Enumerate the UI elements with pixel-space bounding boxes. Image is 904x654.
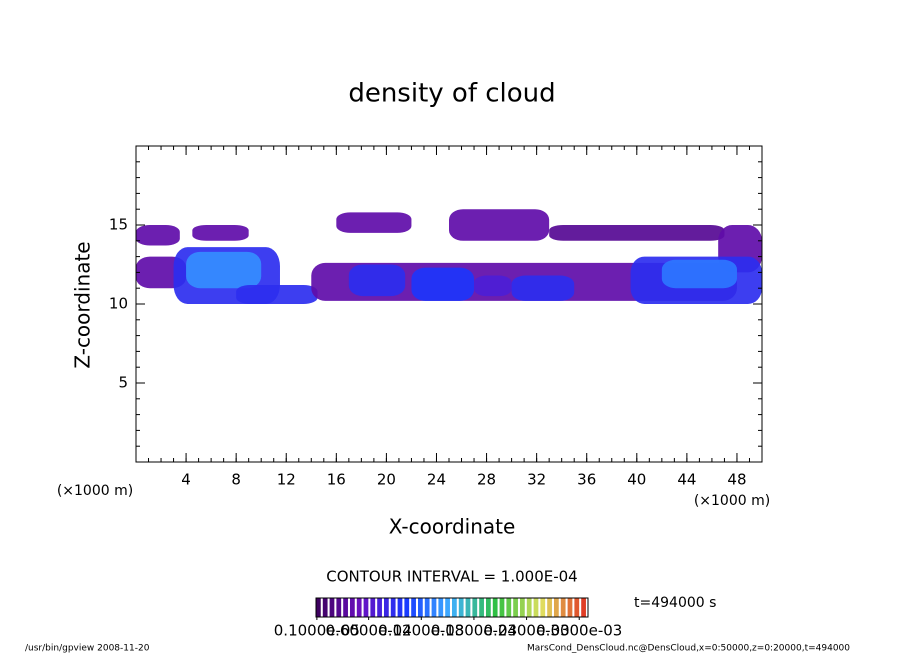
colorbar-stripe xyxy=(526,598,532,617)
colorbar-stripe xyxy=(520,598,525,617)
colorbar-stripe xyxy=(492,598,498,617)
colorbar-stripe xyxy=(418,598,423,617)
cloud-patch xyxy=(411,267,475,301)
x-axis-label: X-coordinate xyxy=(389,515,516,539)
colorbar-stripe xyxy=(336,598,342,617)
colorbar-stripe xyxy=(316,598,321,617)
contour-interval: CONTOUR INTERVAL = 1.000E-04 xyxy=(326,568,577,586)
colorbar-frame xyxy=(315,597,589,618)
colorbar-tick-label: 0.2400e-03 xyxy=(483,622,569,640)
colorbar-stripe xyxy=(370,598,376,617)
colorbar-tick-label: 0.6000e-04 xyxy=(326,622,412,640)
cloud-patch xyxy=(192,225,249,241)
y-axis-label: Z-coordinate xyxy=(71,241,95,368)
colorbar-tick-label: 0.3000e-03 xyxy=(536,622,622,640)
x-tick-label: 24 xyxy=(427,471,446,489)
chart-title: density of cloud xyxy=(348,79,555,109)
cloud-patch xyxy=(236,285,318,304)
x-tick-label: 44 xyxy=(677,471,696,489)
colorbar-stripe xyxy=(554,598,559,617)
colorbar-stripe xyxy=(533,598,539,617)
x-unit: (×1000 m) xyxy=(694,493,770,509)
cloud-patch xyxy=(348,264,406,297)
colorbar-stripe xyxy=(445,598,450,617)
colorbar-stripe xyxy=(397,598,403,617)
colorbar-stripe xyxy=(438,598,444,617)
colorbar-stripe xyxy=(424,598,430,617)
colorbar-stripe xyxy=(499,598,505,617)
colorbar-stripe xyxy=(547,598,552,617)
x-tick-label: 16 xyxy=(327,471,346,489)
y-tick-label: 5 xyxy=(118,374,128,392)
footer-right: MarsCond_DensCloud.nc@DensCloud,x=0:5000… xyxy=(527,644,850,654)
colorbar-stripe xyxy=(472,598,478,617)
colorbar-stripe xyxy=(431,598,437,617)
colorbar-tick-label: 0.1800e-03 xyxy=(431,622,517,640)
cloud-patch xyxy=(474,275,512,297)
colorbar-stripe xyxy=(540,598,546,617)
colorbar-stripe xyxy=(384,598,389,617)
colorbar-tick-label: 0.1200e-03 xyxy=(378,622,464,640)
colorbar-stripe xyxy=(506,598,512,617)
cloud-patch xyxy=(511,275,575,301)
colorbar-stripe xyxy=(377,598,382,617)
x-tick-label: 8 xyxy=(231,471,241,489)
y-tick-label: 10 xyxy=(109,295,128,313)
colorbar-stripe xyxy=(404,598,410,617)
colorbar-stripe xyxy=(329,598,335,617)
colorbar-stripe xyxy=(356,598,362,617)
colorbar-stripe xyxy=(343,598,348,617)
colorbar-stripe xyxy=(363,598,369,617)
footer-left: /usr/bin/gpview 2008-11-20 xyxy=(25,644,150,654)
x-tick-label: 28 xyxy=(477,471,496,489)
cloud-patch xyxy=(336,212,412,233)
y-tick-label: 15 xyxy=(109,216,128,234)
colorbar-stripe xyxy=(513,598,518,617)
colorbar-stripe xyxy=(479,598,484,617)
colorbar-stripe xyxy=(581,598,586,617)
cloud-patch xyxy=(661,259,737,289)
colorbar-tick-label: 0.1000e-05 xyxy=(274,622,360,640)
contour-field xyxy=(136,209,762,304)
colorbar-stripe xyxy=(350,598,355,617)
colorbar-stripe xyxy=(567,598,573,617)
cloud-patch xyxy=(186,251,262,289)
x-tick-label: 4 xyxy=(181,471,191,489)
x-tick-label: 40 xyxy=(627,471,646,489)
x-tick-label: 36 xyxy=(577,471,596,489)
colorbar-stripe xyxy=(452,598,457,617)
colorbar-stripe xyxy=(411,598,416,617)
colorbar-stripe xyxy=(486,598,491,617)
x-tick-label: 20 xyxy=(377,471,396,489)
x-tick-label: 48 xyxy=(727,471,746,489)
y-unit: (×1000 m) xyxy=(57,483,133,499)
x-tick-label: 12 xyxy=(277,471,296,489)
x-tick-label: 32 xyxy=(527,471,546,489)
colorbar-stripe xyxy=(390,598,396,617)
time-label: t=494000 s xyxy=(634,595,716,611)
colorbar-stripe xyxy=(458,598,464,617)
cloud-patch xyxy=(136,225,180,246)
colorbar-stripe xyxy=(322,598,328,617)
colorbar-stripe xyxy=(465,598,471,617)
colorbar-stripe xyxy=(560,598,566,617)
cloud-patch xyxy=(449,209,550,241)
colorbar-stripe xyxy=(574,598,580,617)
cloud-patch xyxy=(549,225,725,241)
